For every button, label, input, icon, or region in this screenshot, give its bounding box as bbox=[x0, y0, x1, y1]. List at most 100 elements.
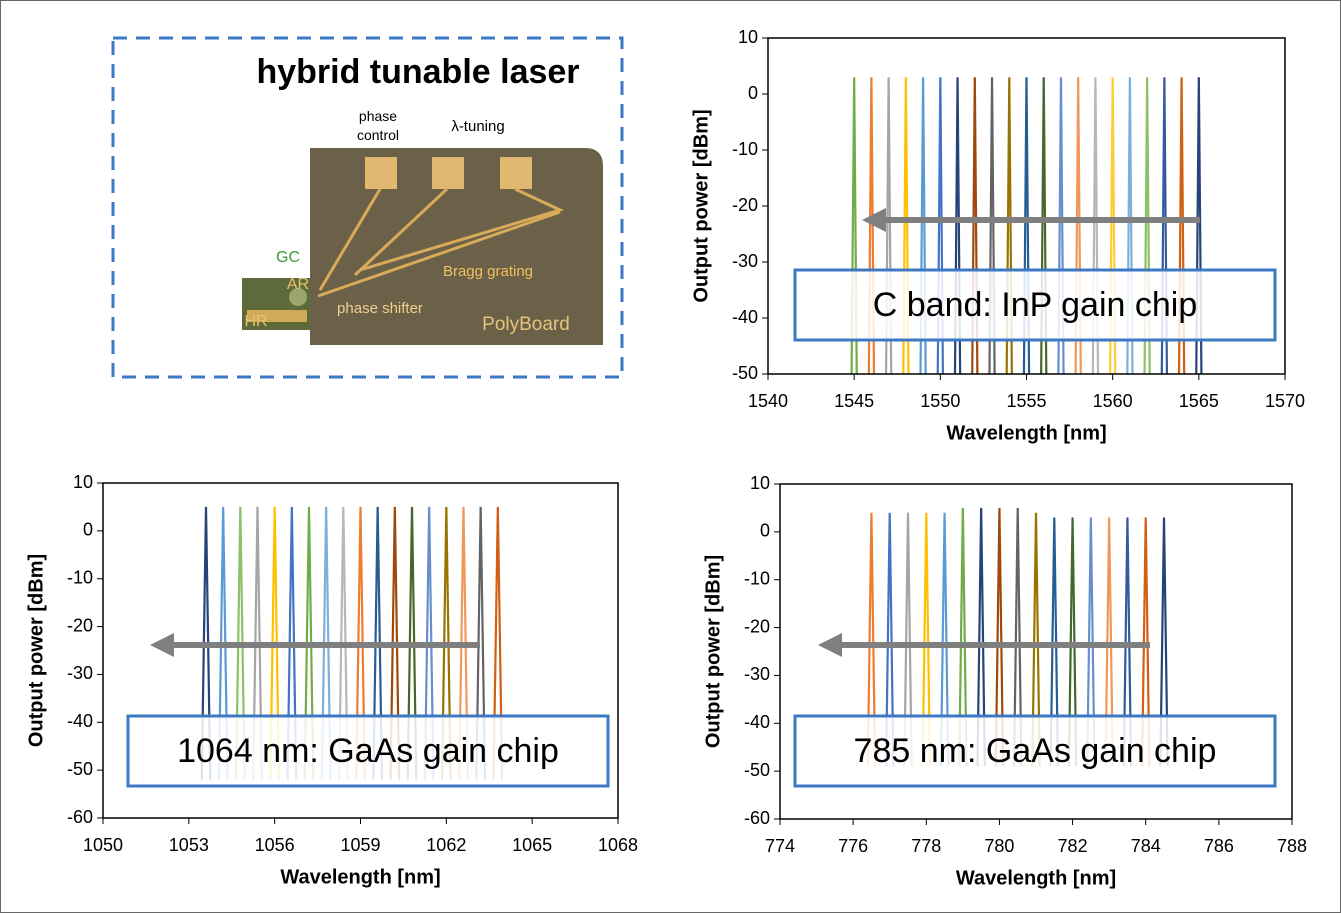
y-tick-label: -20 bbox=[732, 195, 758, 215]
x-tick-label: 1545 bbox=[834, 391, 874, 411]
spectrum-peak bbox=[994, 507, 1005, 767]
y-tick-label: -10 bbox=[744, 568, 770, 588]
annotation-box bbox=[126, 714, 610, 788]
y-axis-label: Output power [dBm] bbox=[702, 555, 724, 748]
pad bbox=[432, 157, 464, 189]
pad bbox=[365, 157, 397, 189]
x-tick-label: 774 bbox=[765, 836, 795, 856]
x-tick-label: 1062 bbox=[426, 835, 466, 855]
y-axis-label: Output power [dBm] bbox=[25, 554, 47, 747]
x-tick-label: 1050 bbox=[83, 835, 123, 855]
photo-label: PolyBoard bbox=[482, 314, 570, 335]
spectrum-peak bbox=[355, 506, 366, 780]
spectrum-peak bbox=[1067, 517, 1078, 767]
spectrum-peak bbox=[1086, 517, 1096, 767]
x-axis-label: Wavelength [nm] bbox=[946, 422, 1106, 444]
y-tick-label: -60 bbox=[67, 807, 93, 827]
spectrum-peak bbox=[303, 506, 315, 780]
x-tick-label: 1570 bbox=[1265, 391, 1305, 411]
photo-label: λ-tuning bbox=[451, 118, 504, 135]
plot-frame bbox=[779, 483, 1293, 820]
x-axis-label: Wavelength [nm] bbox=[280, 866, 440, 888]
photo-label: Bragg grating bbox=[443, 263, 533, 280]
spectrum-peak bbox=[492, 506, 504, 780]
gc-mark bbox=[289, 288, 307, 306]
spectrum-peak bbox=[976, 507, 986, 767]
spectrum-peak bbox=[1031, 512, 1041, 767]
y-tick-label: -10 bbox=[732, 139, 758, 159]
x-tick-label: 788 bbox=[1277, 836, 1307, 856]
spectrum-peak bbox=[1104, 517, 1114, 767]
y-axis-label: Output power [dBm] bbox=[690, 109, 712, 302]
electrodes bbox=[317, 187, 565, 298]
x-tick-label: 782 bbox=[1058, 836, 1088, 856]
chart: -50 -40 -30 -20 -10 0 10 1540 1545 1550 1555 1560 15… bbox=[690, 27, 1305, 445]
pad bbox=[500, 157, 532, 189]
y-tick-label: -10 bbox=[67, 567, 93, 587]
x-tick-label: 1565 bbox=[1179, 391, 1219, 411]
y-tick-label: -20 bbox=[744, 616, 770, 636]
y-tick-label: -40 bbox=[744, 712, 770, 732]
spectrum-peak bbox=[921, 512, 932, 767]
spectrum-peak bbox=[337, 506, 349, 780]
x-tick-label: 1056 bbox=[255, 835, 295, 855]
x-tick-label: 1068 bbox=[598, 835, 638, 855]
y-tick-label: -30 bbox=[744, 664, 770, 684]
x-tick-label: 780 bbox=[984, 836, 1014, 856]
annotation: 785 nm: GaAs gain chip bbox=[854, 732, 1217, 770]
spectrum-peak bbox=[958, 507, 968, 767]
spectrum-peak bbox=[269, 506, 281, 780]
chart: -60 -50 -40 -30 -20 -10 0 10 1050 1053 1056 1059 106… bbox=[25, 472, 638, 889]
spectrum-peak bbox=[458, 506, 469, 780]
spectrum-peak bbox=[372, 506, 384, 780]
photo-label: GC bbox=[276, 249, 300, 266]
x-tick-label: 1059 bbox=[340, 835, 380, 855]
spectrum-peak bbox=[320, 506, 332, 780]
x-tick-label: 1555 bbox=[1006, 391, 1046, 411]
hr-facet bbox=[247, 310, 307, 322]
spectrum-peak bbox=[234, 506, 246, 780]
spectrum-peak bbox=[1012, 507, 1023, 767]
spectrum-peak bbox=[475, 506, 487, 780]
y-tick-label: 10 bbox=[738, 27, 758, 47]
spectrum-peak bbox=[903, 512, 913, 767]
spectrum-peak bbox=[423, 506, 435, 780]
photo-panel: hybrid tunable laser phase control λ-tuni… bbox=[111, 36, 624, 379]
x-tick-label: 1540 bbox=[748, 391, 788, 411]
spectra bbox=[200, 506, 504, 780]
photo-label: HR bbox=[244, 313, 267, 330]
photo-label: AR bbox=[287, 276, 309, 293]
chart: -60 -50 -40 -30 -20 -10 0 10 774 776 778 780 782 784 7… bbox=[702, 473, 1307, 890]
y-tick-label: 10 bbox=[750, 473, 770, 493]
spectrum-peak bbox=[217, 506, 229, 780]
x-tick-label: 786 bbox=[1204, 836, 1234, 856]
spectrum-peak bbox=[252, 506, 263, 780]
y-tick-label: 0 bbox=[83, 520, 93, 540]
x-tick-label: 1560 bbox=[1093, 391, 1133, 411]
spectrum-peak bbox=[1159, 517, 1169, 767]
spectrum-peak bbox=[200, 506, 212, 780]
spectrum-peak bbox=[440, 506, 452, 780]
annotation-box bbox=[793, 268, 1277, 342]
x-tick-label: 1550 bbox=[920, 391, 960, 411]
dashed-box bbox=[111, 36, 624, 379]
x-tick-label: 776 bbox=[838, 836, 868, 856]
y-tick-label: -20 bbox=[67, 615, 93, 635]
y-tick-label: -50 bbox=[732, 363, 758, 383]
y-tick-label: -40 bbox=[67, 711, 93, 731]
y-tick-label: -30 bbox=[67, 663, 93, 683]
annotation-box bbox=[793, 714, 1277, 788]
spectrum-peak bbox=[866, 512, 877, 767]
x-tick-label: 1065 bbox=[512, 835, 552, 855]
spectrum-peak bbox=[1049, 517, 1060, 767]
y-tick-label: -60 bbox=[744, 808, 770, 828]
spectrum-peak bbox=[286, 506, 298, 780]
y-tick-label: 0 bbox=[760, 521, 770, 541]
x-tick-label: 1053 bbox=[169, 835, 209, 855]
spectra bbox=[866, 507, 1169, 767]
spectrum-peak bbox=[884, 512, 895, 767]
annotation: C band: InP gain chip bbox=[873, 286, 1198, 324]
y-tick-label: -50 bbox=[744, 760, 770, 780]
spectrum-peak bbox=[406, 506, 418, 780]
